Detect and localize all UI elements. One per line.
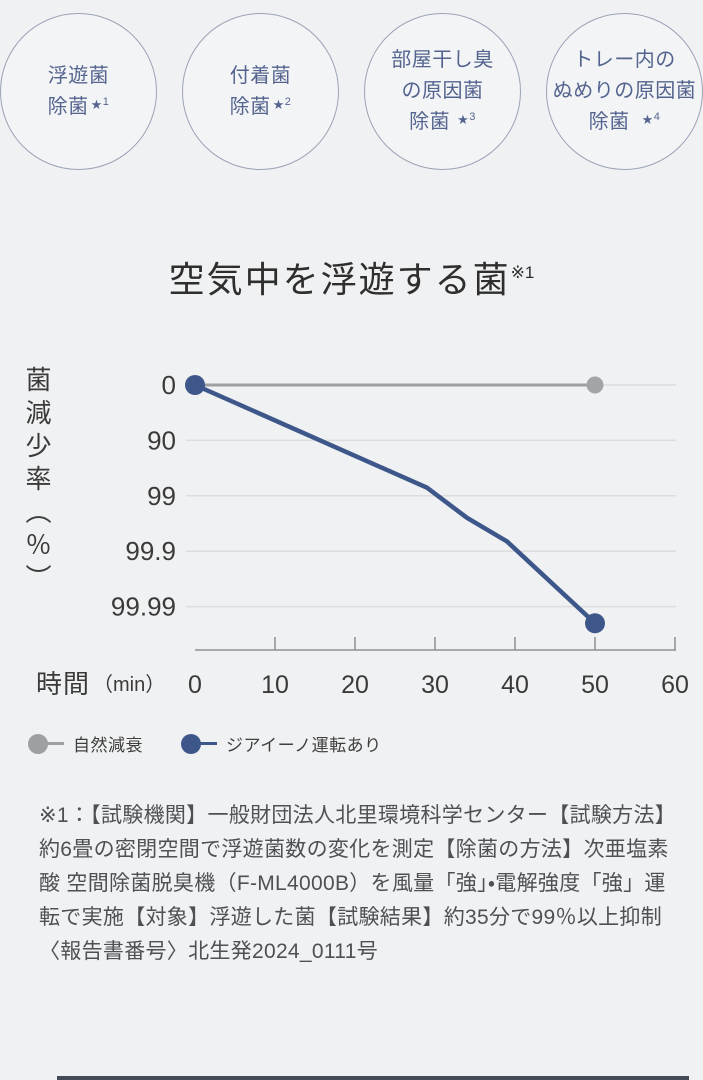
badge-text: 部屋干し臭 bbox=[391, 45, 494, 76]
x-axis-unit: （min） bbox=[93, 673, 165, 696]
line-chart: 0 90 99 99.9 99.99 0 10 20 30 40 50 60 時… bbox=[36, 370, 689, 699]
section-title-footnote-ref: ※1 bbox=[510, 263, 535, 282]
data-point-dot bbox=[585, 613, 605, 634]
badge-text-line: 除菌 bbox=[47, 95, 89, 118]
badge-text: 浮遊菌 bbox=[48, 61, 110, 92]
legend-item-ziaino-on: ジアイーノ運転あり bbox=[181, 731, 382, 756]
badge-text-line: 除菌 bbox=[409, 111, 451, 133]
badge-text: 除菌 ★3 bbox=[409, 107, 476, 138]
badge-text-line: トレー内の bbox=[573, 49, 676, 71]
footnote-star-marker: ★1 bbox=[90, 95, 110, 112]
badge-text-line: 除菌 bbox=[229, 95, 271, 118]
x-tick-label: 40 bbox=[501, 671, 529, 699]
next-section-edge bbox=[57, 1076, 689, 1080]
badge-text: の原因菌 bbox=[402, 76, 484, 107]
x-tick-label: 30 bbox=[421, 671, 449, 699]
x-tick-label: 60 bbox=[661, 671, 689, 699]
x-tick-label: 50 bbox=[581, 671, 609, 699]
x-tick-label: 20 bbox=[341, 671, 369, 699]
footnote-star-marker: ★4 bbox=[641, 111, 661, 127]
footnote-text: ※1：【試験機関】一般財団法人北里環境科学センター【試験方法】約6畳の密閉空間で… bbox=[39, 804, 669, 964]
badge-text-line: 部屋干し臭 bbox=[391, 49, 494, 71]
legend-label: ジアイーノ運転あり bbox=[226, 736, 382, 755]
series-layer bbox=[185, 375, 605, 634]
badge-adhered-bacteria: 付着菌 除菌 ★2 bbox=[182, 13, 339, 170]
legend-dot-line-icon bbox=[181, 733, 217, 754]
badge-tray-slime: トレー内の ぬめりの原因菌 除菌 ★4 bbox=[546, 13, 703, 170]
badge-text: 除菌 ★4 bbox=[589, 107, 661, 138]
series-line-ziaino-on bbox=[194, 382, 597, 625]
badge-text-line: 付着菌 bbox=[229, 64, 292, 87]
section-title-text: 空気中を浮遊する菌 bbox=[168, 259, 511, 300]
badge-text-line: 浮遊菌 bbox=[47, 64, 110, 87]
badge-text: トレー内の bbox=[573, 45, 676, 76]
data-point-dot bbox=[586, 376, 604, 394]
benefit-badges: 浮遊菌 除菌 ★1 付着菌 除菌 ★2 部屋干し臭 の原因菌 除菌 ★3 トレー内の … bbox=[0, 13, 703, 170]
badge-text: 除菌 ★1 bbox=[48, 92, 110, 123]
badge-text: ぬめりの原因菌 bbox=[553, 76, 697, 107]
y-tick-label: 99.9 bbox=[125, 536, 176, 566]
y-tick-label: 99.99 bbox=[111, 592, 176, 622]
x-axis-label: 時間 bbox=[36, 669, 90, 699]
chart-legend: 自然減衰 ジアイーノ運転あり bbox=[28, 731, 382, 756]
badge-text-line: の原因菌 bbox=[401, 80, 484, 102]
badge-text-line: 除菌 bbox=[588, 111, 630, 133]
y-tick-label: 0 bbox=[162, 370, 176, 400]
footnote-star-marker: ★2 bbox=[272, 95, 292, 112]
legend-label: 自然減衰 bbox=[73, 736, 143, 755]
badge-text-line: ぬめりの原因菌 bbox=[552, 80, 697, 102]
badge-text: 付着菌 bbox=[230, 61, 292, 92]
section-title: 空気中を浮遊する菌※1 bbox=[0, 251, 703, 303]
y-axis-label: 菌減少率（％） bbox=[22, 366, 52, 597]
y-tick-label: 90 bbox=[147, 425, 176, 455]
legend-item-natural-decay: 自然減衰 bbox=[28, 731, 143, 756]
footnote-star-marker: ★3 bbox=[457, 111, 476, 127]
badge-text: 除菌 ★2 bbox=[230, 92, 292, 123]
data-point-dot bbox=[185, 375, 205, 395]
legend-dot-line-icon bbox=[28, 733, 64, 754]
badge-floating-bacteria: 浮遊菌 除菌 ★1 bbox=[0, 13, 157, 170]
y-tick-label: 99 bbox=[147, 481, 176, 511]
x-tick-label: 0 bbox=[188, 671, 202, 699]
badge-indoor-drying-odor: 部屋干し臭 の原因菌 除菌 ★3 bbox=[364, 13, 521, 170]
x-tick-label: 10 bbox=[261, 671, 289, 699]
